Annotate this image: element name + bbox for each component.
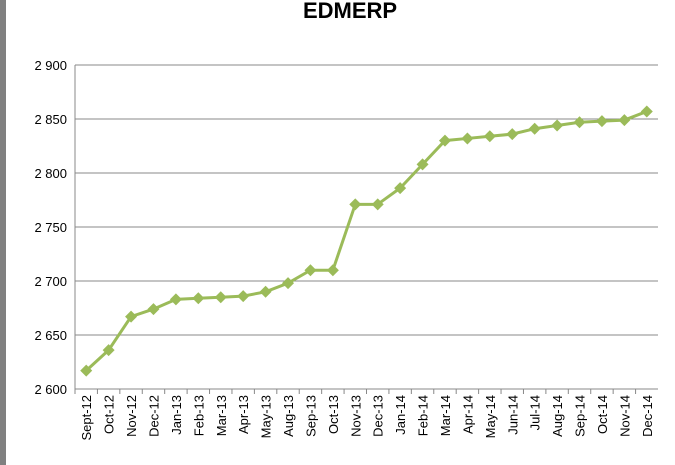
marker bbox=[259, 285, 272, 298]
y-tick-label: 2 900 bbox=[34, 58, 67, 73]
x-tick-label: Oct-12 bbox=[102, 395, 117, 434]
x-tick-label: Feb-13 bbox=[191, 395, 206, 436]
marker bbox=[595, 115, 608, 128]
y-tick-label: 2 600 bbox=[34, 382, 67, 397]
x-tick-label: Sep-14 bbox=[573, 395, 588, 437]
marker bbox=[125, 310, 138, 323]
marker bbox=[147, 303, 160, 316]
x-tick-label: Oct-13 bbox=[326, 395, 341, 434]
x-tick-label: Sep-13 bbox=[303, 395, 318, 437]
x-tick-label: Sept-12 bbox=[79, 395, 94, 441]
x-tick-label: Aug-13 bbox=[281, 395, 296, 437]
x-tick-label: Nov-14 bbox=[617, 395, 632, 437]
marker bbox=[618, 114, 631, 127]
marker bbox=[573, 116, 586, 129]
left-edge bbox=[0, 0, 6, 465]
x-tick-label: Jun-14 bbox=[505, 395, 520, 435]
x-tick-label: Mar-14 bbox=[438, 395, 453, 436]
marker bbox=[214, 291, 227, 304]
x-tick-label: Nov-12 bbox=[124, 395, 139, 437]
marker bbox=[416, 158, 429, 171]
x-tick-label: Dec-14 bbox=[640, 395, 655, 437]
marker bbox=[483, 130, 496, 143]
marker bbox=[438, 134, 451, 147]
marker bbox=[551, 119, 564, 132]
x-tick-label: Apr-14 bbox=[460, 395, 475, 434]
marker bbox=[192, 292, 205, 305]
marker bbox=[640, 105, 653, 118]
x-tick-label: Oct-14 bbox=[595, 395, 610, 434]
marker bbox=[528, 122, 541, 135]
x-tick-label: Dec-12 bbox=[146, 395, 161, 437]
x-tick-label: May-13 bbox=[259, 395, 274, 438]
chart-title: EDMERP bbox=[303, 0, 397, 23]
y-tick-label: 2 750 bbox=[34, 220, 67, 235]
marker bbox=[326, 264, 339, 277]
x-tick-label: Dec-13 bbox=[371, 395, 386, 437]
y-tick-label: 2 800 bbox=[34, 166, 67, 181]
x-tick-label: Feb-14 bbox=[416, 395, 431, 436]
marker bbox=[169, 293, 182, 306]
marker bbox=[237, 290, 250, 303]
marker bbox=[371, 198, 384, 211]
marker bbox=[80, 364, 93, 377]
y-tick-label: 2 650 bbox=[34, 328, 67, 343]
marker bbox=[461, 132, 474, 145]
marker bbox=[282, 277, 295, 290]
y-tick-label: 2 700 bbox=[34, 274, 67, 289]
y-tick-label: 2 850 bbox=[34, 112, 67, 127]
x-tick-label: Nov-13 bbox=[348, 395, 363, 437]
marker bbox=[394, 182, 407, 195]
x-tick-label: Jul-14 bbox=[528, 395, 543, 430]
x-tick-label: Apr-13 bbox=[236, 395, 251, 434]
marker bbox=[349, 198, 362, 211]
x-tick-label: May-14 bbox=[483, 395, 498, 438]
x-tick-label: Mar-13 bbox=[214, 395, 229, 436]
marker bbox=[102, 344, 115, 357]
x-tick-label: Jan-13 bbox=[169, 395, 184, 435]
data-line bbox=[85, 110, 648, 372]
x-tick-label: Jan-14 bbox=[393, 395, 408, 435]
marker bbox=[304, 264, 317, 277]
marker bbox=[506, 128, 519, 141]
x-tick-label: Aug-14 bbox=[550, 395, 565, 437]
